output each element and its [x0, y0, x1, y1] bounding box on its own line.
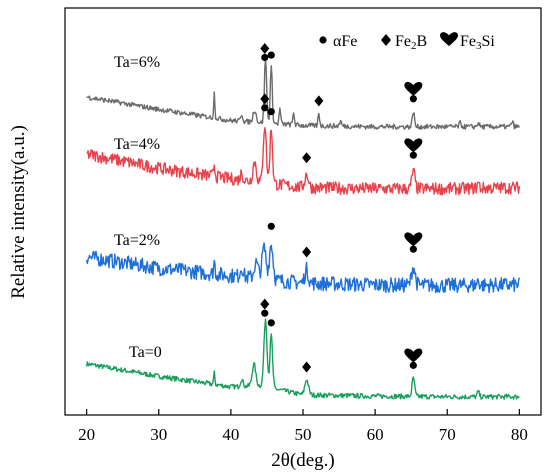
x-tick-label: 80: [511, 425, 528, 444]
legend-heart-icon: [440, 32, 458, 46]
series-line-1: [85, 242, 521, 294]
fe3si-heart-icon: [404, 232, 423, 247]
afe-circle-icon: [261, 309, 269, 317]
afe-circle-icon: [267, 319, 275, 327]
legend: αFe Fe2B Fe3Si: [319, 32, 495, 52]
fe2b-diamond-icon: [260, 42, 270, 54]
fe2b-diamond-icon: [260, 298, 270, 310]
series-line-2: [86, 127, 521, 196]
afe-circle-icon: [409, 95, 417, 103]
x-tick-label: 30: [150, 425, 167, 444]
curve-label-ta-6: Ta=6%: [114, 54, 160, 71]
curve-label-ta-2: Ta=2%: [114, 232, 160, 249]
fe3si-heart-icon: [404, 348, 423, 363]
y-axis-title: Relative intensity(a.u.): [8, 125, 29, 299]
fe2b-diamond-icon: [302, 152, 312, 164]
legend-diamond-icon: [381, 34, 391, 46]
afe-circle-icon: [261, 104, 269, 112]
legend-label-fe3si: Fe3Si: [460, 33, 495, 52]
series-line-0: [85, 318, 520, 400]
fe3si-heart-icon: [404, 138, 423, 153]
fe2b-diamond-icon: [260, 93, 270, 105]
fe2b-diamond-icon: [314, 95, 324, 107]
curve-label-ta-4: Ta=4%: [114, 136, 160, 153]
x-tick-label: 60: [367, 425, 384, 444]
curve-label-ta-0: Ta=0: [129, 344, 162, 361]
afe-circle-icon: [409, 245, 417, 253]
peak-marker-layer: [260, 42, 423, 373]
x-tick-label: 20: [78, 425, 95, 444]
legend-label-afe: αFe: [333, 33, 357, 50]
afe-circle-icon: [267, 108, 275, 116]
x-tick-label: 40: [222, 425, 239, 444]
afe-circle-icon: [267, 51, 275, 59]
legend-label-fe2b: Fe2B: [395, 33, 427, 52]
series-line-3: [86, 58, 521, 130]
afe-circle-icon: [261, 53, 269, 62]
fe3si-heart-icon: [404, 81, 423, 96]
afe-circle-icon: [409, 361, 417, 369]
afe-circle-icon: [409, 151, 417, 159]
x-tick-label: 50: [295, 425, 312, 444]
series-layer: [85, 58, 521, 400]
fe2b-diamond-icon: [302, 246, 312, 258]
x-axis: 20 30 40 50 60 70 80: [78, 409, 528, 444]
x-tick-label: 70: [439, 425, 456, 444]
afe-circle-icon: [267, 222, 275, 230]
fe2b-diamond-icon: [302, 361, 312, 373]
legend-circle-icon: [319, 36, 327, 44]
x-axis-title: 2θ(deg.): [271, 450, 334, 471]
